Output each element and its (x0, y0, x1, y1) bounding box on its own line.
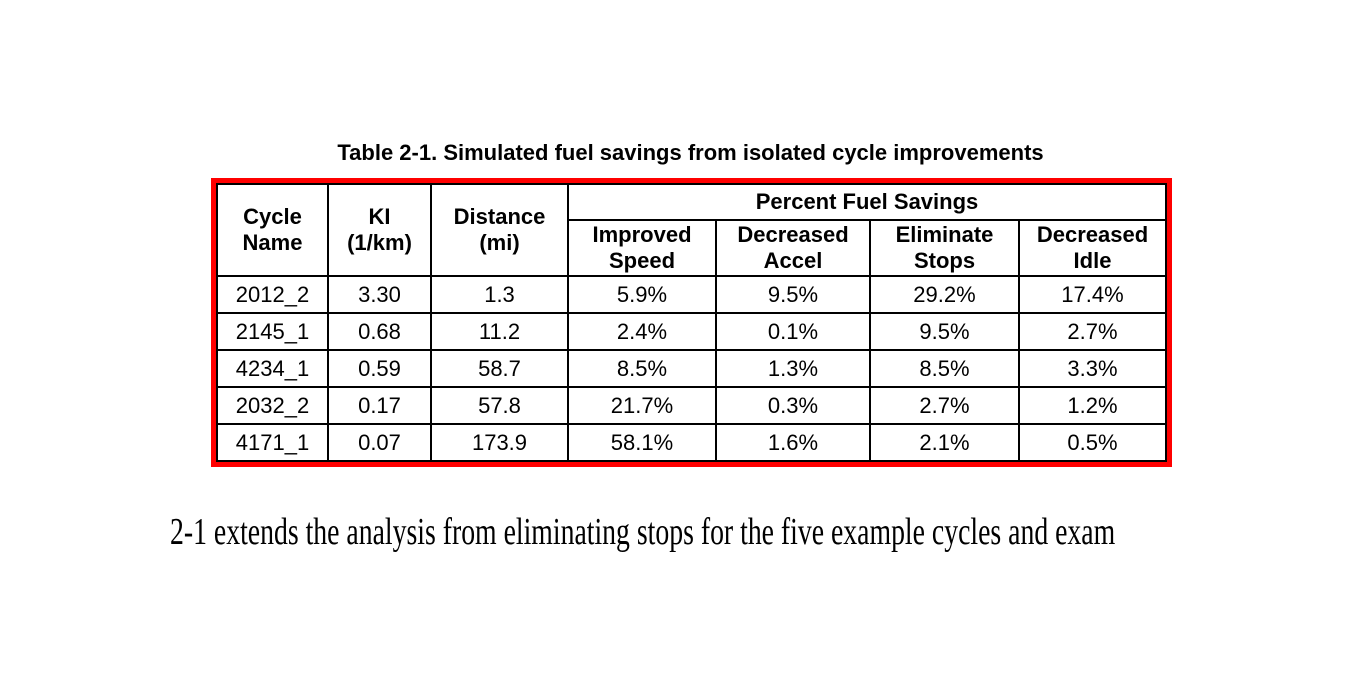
header-row-sub: Improved Speed Decreased Accel Eliminate… (217, 219, 1167, 277)
column-header-distance: Distance (mi) (430, 183, 569, 277)
column-header-decreased-idle: Decreased Idle (1018, 219, 1167, 277)
table-cell: 9.5% (869, 312, 1020, 351)
group-header-percent-fuel-savings: Percent Fuel Savings (567, 183, 1167, 221)
table-row: 2012_2 3.30 1.3 5.9% 9.5% 29.2% 17.4% (216, 275, 1167, 314)
fuel-savings-table-grid: Cycle Name KI (1/km) Distance (mi) Perce… (216, 183, 1167, 462)
table-cell: 4234_1 (216, 349, 329, 388)
table-cell: 0.3% (715, 386, 871, 425)
table-cell: 1.3% (715, 349, 871, 388)
body-paragraph: 2-1 extends the analysis from eliminatin… (170, 511, 1116, 553)
table-cell: 58.7 (430, 349, 569, 388)
table-cell: 2012_2 (216, 275, 329, 314)
table-row: 4171_1 0.07 173.9 58.1% 1.6% 2.1% 0.5% (216, 423, 1167, 462)
table-cell: 0.5% (1018, 423, 1167, 462)
column-header-eliminate-stops: Eliminate Stops (869, 219, 1020, 277)
table-cell: 17.4% (1018, 275, 1167, 314)
column-header-improved-speed: Improved Speed (567, 219, 717, 277)
table-cell: 1.2% (1018, 386, 1167, 425)
table-cell: 1.6% (715, 423, 871, 462)
table-cell: 1.3 (430, 275, 569, 314)
table-cell: 2032_2 (216, 386, 329, 425)
table-cell: 173.9 (430, 423, 569, 462)
table-row: 2032_2 0.17 57.8 21.7% 0.3% 2.7% 1.2% (216, 386, 1167, 425)
table-cell: 9.5% (715, 275, 871, 314)
table-cell: 4171_1 (216, 423, 329, 462)
table-row: 4234_1 0.59 58.7 8.5% 1.3% 8.5% 3.3% (216, 349, 1167, 388)
header-row-group: Cycle Name KI (1/km) Distance (mi) Perce… (216, 183, 1167, 277)
table-cell: 5.9% (567, 275, 717, 314)
table-cell: 3.3% (1018, 349, 1167, 388)
table-cell: 0.68 (327, 312, 432, 351)
table-cell: 2.7% (869, 386, 1020, 425)
table-cell: 0.59 (327, 349, 432, 388)
table-caption: Table 2-1. Simulated fuel savings from i… (337, 140, 1044, 165)
table-cell: 0.07 (327, 423, 432, 462)
table-cell: 0.17 (327, 386, 432, 425)
column-header-cycle-name: Cycle Name (216, 183, 329, 277)
fuel-savings-table: Cycle Name KI (1/km) Distance (mi) Perce… (211, 178, 1172, 467)
table-cell: 8.5% (567, 349, 717, 388)
column-header-decreased-accel: Decreased Accel (715, 219, 871, 277)
table-row: 2145_1 0.68 11.2 2.4% 0.1% 9.5% 2.7% (216, 312, 1167, 351)
table-cell: 0.1% (715, 312, 871, 351)
table-cell: 8.5% (869, 349, 1020, 388)
column-header-ki: KI (1/km) (327, 183, 432, 277)
table-cell: 11.2 (430, 312, 569, 351)
table-cell: 2.7% (1018, 312, 1167, 351)
table-cell: 2.4% (567, 312, 717, 351)
table-cell: 2145_1 (216, 312, 329, 351)
table-cell: 57.8 (430, 386, 569, 425)
table-cell: 21.7% (567, 386, 717, 425)
table-cell: 29.2% (869, 275, 1020, 314)
table-cell: 2.1% (869, 423, 1020, 462)
table-cell: 3.30 (327, 275, 432, 314)
table-cell: 58.1% (567, 423, 717, 462)
